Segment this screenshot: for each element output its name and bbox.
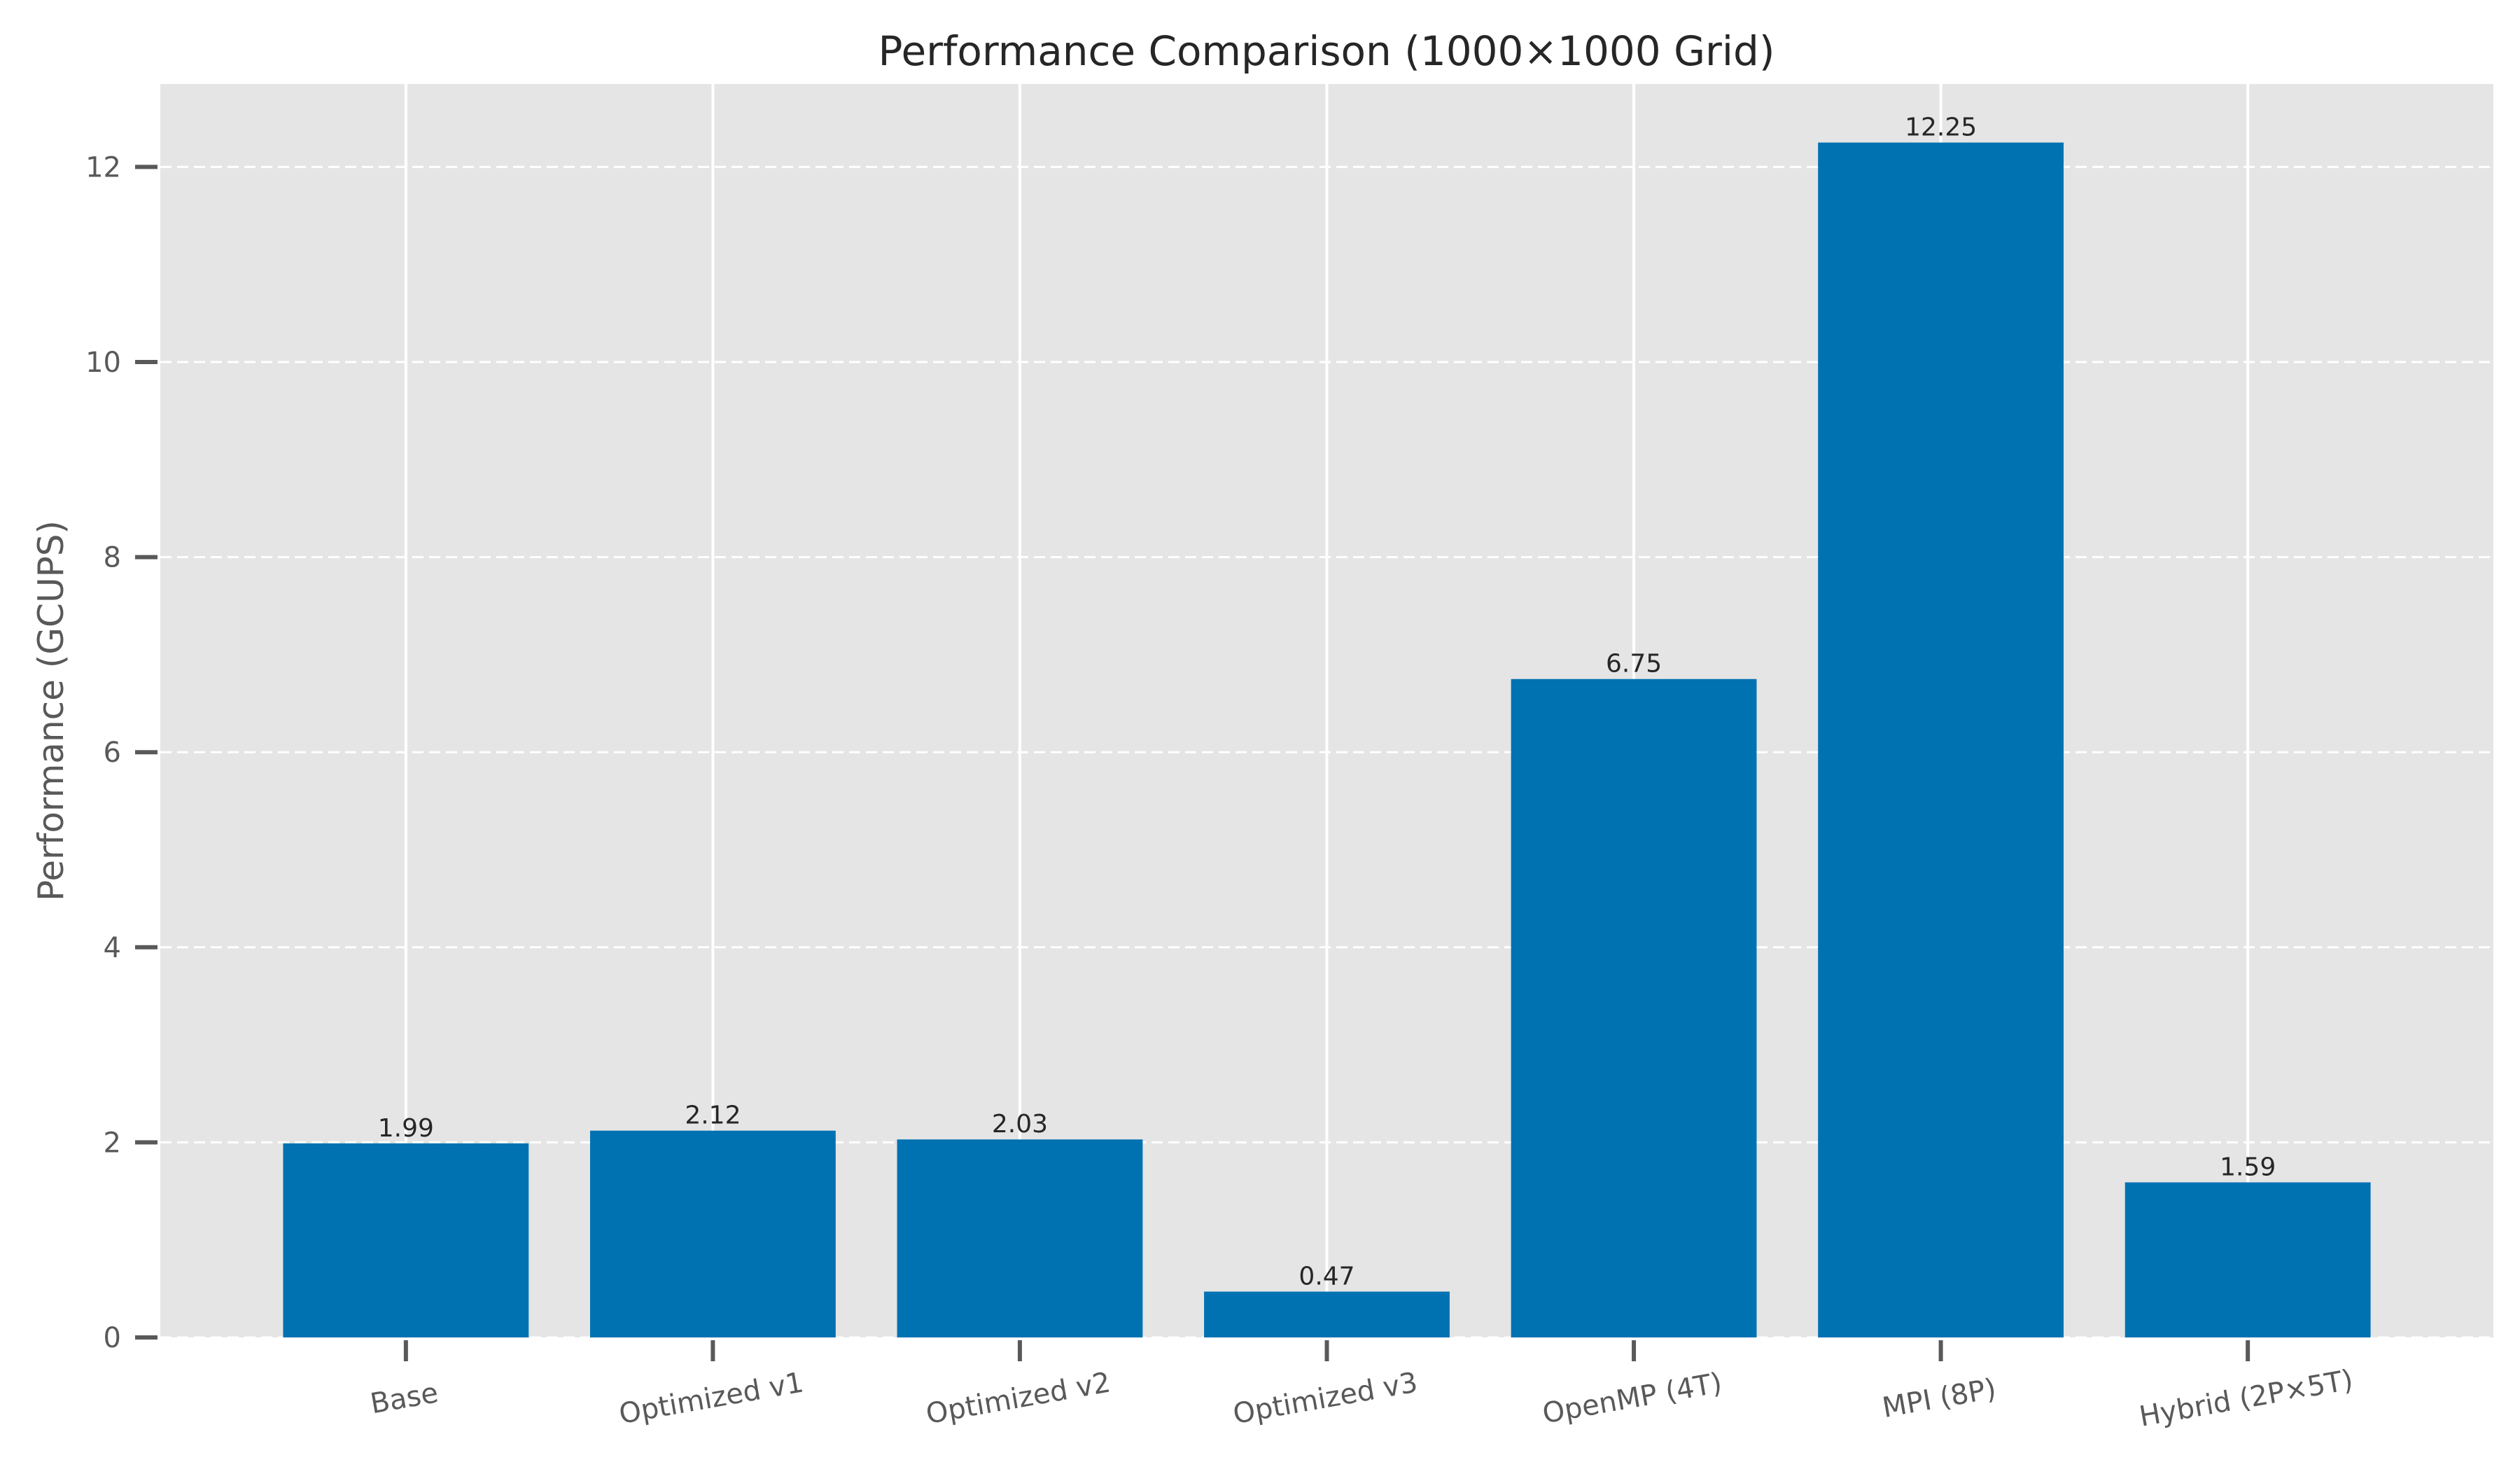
- y-tick-label: 4: [104, 932, 121, 964]
- x-tick-label: OpenMP (4T): [1540, 1367, 1724, 1430]
- bar-value-label: 1.59: [2220, 1153, 2276, 1182]
- x-tick-label: Optimized v3: [1231, 1366, 1420, 1431]
- x-tick-label: Hybrid (2P×5T): [2137, 1364, 2356, 1433]
- bar-value-label: 2.03: [992, 1110, 1048, 1139]
- y-tick-label: 12: [85, 151, 121, 183]
- y-tick-label: 2: [104, 1127, 121, 1159]
- bar-value-label: 0.47: [1298, 1263, 1354, 1291]
- bar-optimized-v3: [1204, 1291, 1450, 1337]
- y-axis-label: Performance (GCUPS): [31, 520, 71, 901]
- bar-hybrid-2p-5t: [2124, 1182, 2371, 1337]
- bar-optimized-v1: [589, 1130, 836, 1337]
- bar-value-label: 2.12: [685, 1101, 741, 1130]
- x-tick-label: MPI (8P): [1880, 1372, 1998, 1424]
- y-tick-label: 8: [104, 542, 121, 574]
- bar-base: [283, 1143, 529, 1337]
- y-tick-label: 0: [104, 1322, 121, 1354]
- bar-mpi-8p: [1818, 142, 2064, 1337]
- bar-optimized-v2: [897, 1139, 1143, 1337]
- x-tick-label: Base: [368, 1377, 441, 1420]
- chart-title: Performance Comparison (1000×1000 Grid): [878, 27, 1775, 75]
- bar-value-label: 12.25: [1905, 113, 1977, 142]
- grid-lines: [160, 84, 2493, 1339]
- y-tick-label: 10: [85, 347, 121, 379]
- bars: 1.99 2.12 2.03 0.47 6.75 12.25 1.59: [283, 113, 2371, 1337]
- bar-value-label: 1.99: [378, 1114, 434, 1143]
- bar-value-label: 6.75: [1606, 650, 1662, 679]
- bar-openmp-4t: [1511, 679, 1757, 1337]
- x-tick-label: Optimized v1: [617, 1366, 806, 1431]
- x-tick-label: Optimized v2: [923, 1366, 1113, 1431]
- y-tick-label: 6: [104, 737, 121, 769]
